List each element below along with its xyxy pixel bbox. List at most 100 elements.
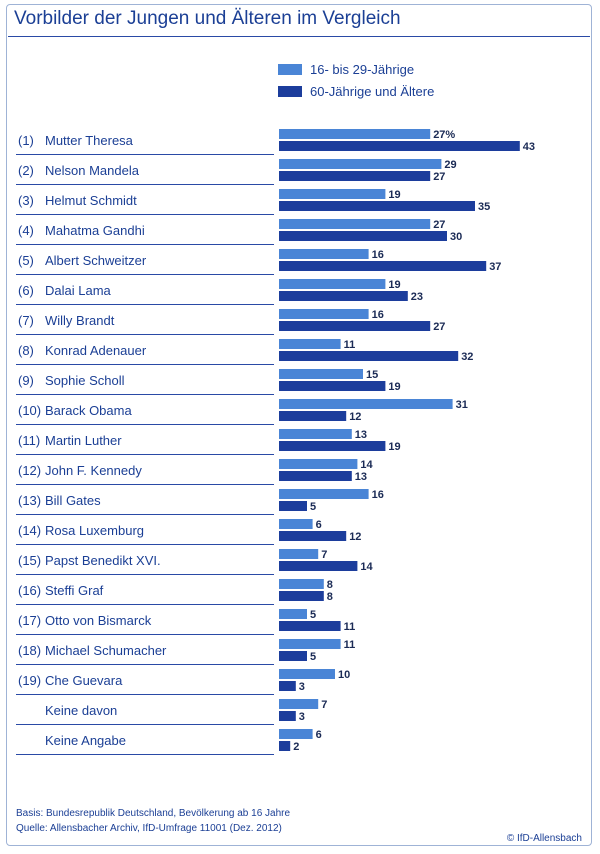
- data-label: 43: [523, 141, 535, 153]
- data-label: 12: [349, 531, 361, 543]
- data-label: 5: [310, 651, 316, 663]
- bar: [279, 651, 307, 661]
- legend-label: 60-Jährige und Ältere: [310, 84, 434, 99]
- bar: [279, 711, 296, 721]
- legend-swatch: [278, 64, 302, 75]
- data-label: 5: [310, 609, 316, 621]
- bar: [279, 129, 431, 139]
- data-label: 29: [444, 159, 456, 171]
- category-label: (14) Rosa Luxemburg: [18, 523, 144, 538]
- data-label: 11: [344, 639, 356, 651]
- bar: [279, 219, 431, 229]
- data-label: 3: [299, 711, 305, 723]
- data-label: 16: [372, 309, 384, 321]
- bar: [279, 429, 352, 439]
- bar: [279, 591, 324, 601]
- data-label: 11: [344, 339, 356, 351]
- bar: [279, 699, 319, 709]
- bar: [279, 729, 313, 739]
- legend-swatch: [278, 86, 302, 97]
- title-divider: [8, 36, 590, 37]
- category-label: (12) John F. Kennedy: [18, 463, 142, 478]
- bar: [279, 141, 520, 151]
- data-label: 12: [349, 411, 361, 423]
- bar: [279, 231, 447, 241]
- bar: [279, 609, 307, 619]
- category-label: (19) Che Guevara: [18, 673, 123, 688]
- category-label: (17) Otto von Bismarck: [18, 613, 152, 628]
- data-label: 5: [310, 501, 316, 513]
- copyright-note: © IfD-Allensbach: [506, 833, 582, 844]
- category-label: (15) Papst Benedikt XVI.: [18, 553, 161, 568]
- bar: [279, 279, 386, 289]
- category-label: (16) Steffi Graf: [18, 583, 104, 598]
- category-label: (1) Mutter Theresa: [18, 133, 134, 148]
- data-label: 3: [299, 681, 305, 693]
- bar: [279, 171, 431, 181]
- bar: [279, 351, 459, 361]
- bar: [279, 321, 431, 331]
- bar: [279, 339, 341, 349]
- data-label: 16: [372, 489, 384, 501]
- bar: [279, 381, 386, 391]
- bar: [279, 531, 347, 541]
- data-label: 14: [360, 561, 373, 573]
- category-label: (18) Michael Schumacher: [18, 643, 167, 658]
- category-label: (10) Barack Obama: [18, 403, 132, 418]
- data-label: 8: [327, 579, 333, 591]
- category-label: (9) Sophie Scholl: [18, 373, 125, 388]
- bar: [279, 681, 296, 691]
- bar: [279, 639, 341, 649]
- bar: [279, 621, 341, 631]
- data-label: 13: [355, 471, 367, 483]
- data-label: 2: [293, 741, 299, 753]
- bar: [279, 189, 386, 199]
- bar: [279, 501, 307, 511]
- bar: [279, 399, 453, 409]
- data-label: 27: [433, 321, 445, 333]
- category-label: (13) Bill Gates: [18, 493, 101, 508]
- data-label: 27: [433, 219, 445, 231]
- data-label: 27: [433, 171, 445, 183]
- category-label: (8) Konrad Adenauer: [18, 343, 147, 358]
- data-label: 32: [461, 351, 473, 363]
- data-label: 13: [355, 429, 367, 441]
- data-label: 8: [327, 591, 333, 603]
- data-label: 11: [344, 621, 356, 633]
- bar: [279, 201, 475, 211]
- data-label: 19: [388, 381, 400, 393]
- data-label: 16: [372, 249, 384, 261]
- bar: [279, 489, 369, 499]
- data-label: 6: [316, 729, 322, 741]
- data-label: 35: [478, 201, 490, 213]
- bar: [279, 669, 335, 679]
- category-label: (2) Nelson Mandela: [18, 163, 140, 178]
- footer-source: Quelle: Allensbacher Archiv, IfD-Umfrage…: [16, 823, 282, 834]
- bar: [279, 741, 291, 751]
- data-label: 7: [321, 699, 327, 711]
- data-label: 10: [338, 669, 350, 681]
- bar: [279, 459, 358, 469]
- category-label: (4) Mahatma Gandhi: [18, 223, 145, 238]
- data-label: 19: [388, 189, 400, 201]
- data-label: 31: [456, 399, 468, 411]
- data-label: 15: [366, 369, 378, 381]
- data-label: 19: [388, 279, 400, 291]
- data-label: 27%: [433, 129, 455, 141]
- chart-title: Vorbilder der Jungen und Älteren im Verg…: [14, 8, 401, 29]
- category-label: Keine davon: [45, 703, 117, 718]
- bar: [279, 579, 324, 589]
- data-label: 23: [411, 291, 423, 303]
- chart-card: [6, 4, 592, 846]
- bar: [279, 309, 369, 319]
- data-label: 30: [450, 231, 462, 243]
- bar: [279, 519, 313, 529]
- data-label: 14: [360, 459, 373, 471]
- bar: [279, 441, 386, 451]
- bar: [279, 249, 369, 259]
- data-label: 37: [489, 261, 501, 273]
- footer-basis: Basis: Bundesrepublik Deutschland, Bevöl…: [16, 808, 291, 819]
- category-label: (6) Dalai Lama: [18, 283, 112, 298]
- legend-label: 16- bis 29-Jährige: [310, 62, 414, 77]
